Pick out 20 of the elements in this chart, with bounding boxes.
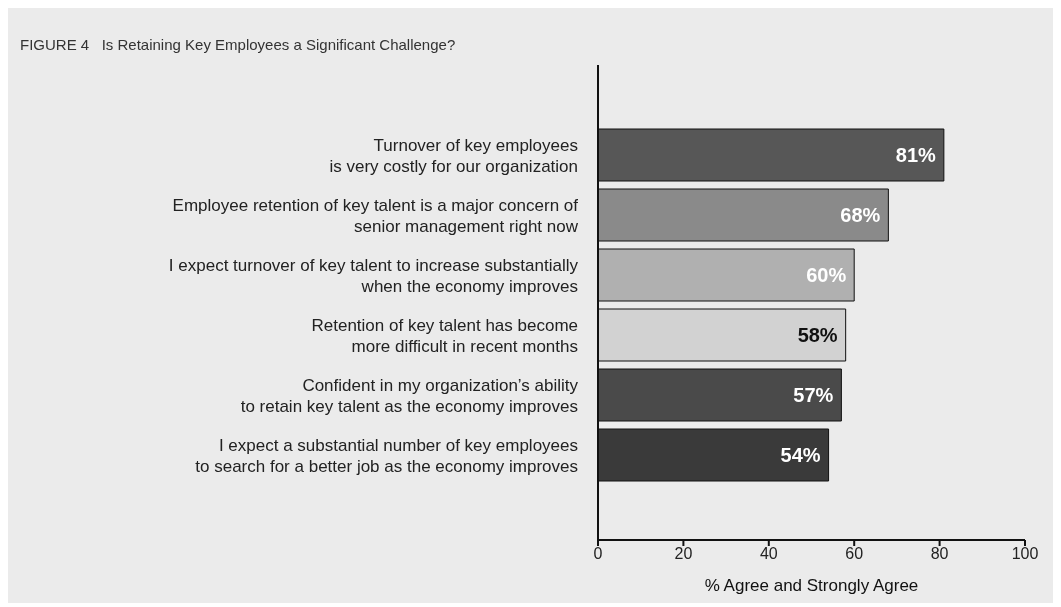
y-tick-label: Confident in my organization’s ability to retain key talent as the economy improves (240, 375, 579, 415)
y-tick-label: I expect turnover of key talent to increase substantially when the economy improves (168, 255, 579, 295)
data-label: 57% (793, 384, 834, 406)
data-label: 81% (895, 144, 937, 166)
x-tick-label: 100 (1011, 545, 1039, 563)
x-tick-label: 0 (593, 545, 603, 563)
x-tick-label: 40 (759, 545, 778, 563)
y-tick-label: Employee retention of key talent is a major concern of senior management right now (172, 195, 579, 235)
data-label: 68% (840, 204, 881, 226)
text: FIGURE 4 Is Retaining Key Employees a Significant Challenge? (20, 36, 456, 53)
y-tick-label: Retention of key talent has become more difficult in recent months (311, 315, 578, 355)
y-tick-label: I expect a substantial number of key employees to search for a better job as the economy improves (195, 435, 578, 475)
data-label: 60% (806, 264, 847, 286)
x-tick-label: 20 (674, 545, 693, 563)
x-axis-title: % Agree and Strongly Agree (704, 576, 919, 595)
data-label: 54% (780, 444, 821, 466)
y-tick-label: Turnover of key employees is very costly for our organization (329, 135, 578, 175)
data-label: 58% (797, 324, 838, 346)
x-tick-label: 60 (845, 545, 864, 563)
x-tick-label: 80 (930, 545, 949, 563)
